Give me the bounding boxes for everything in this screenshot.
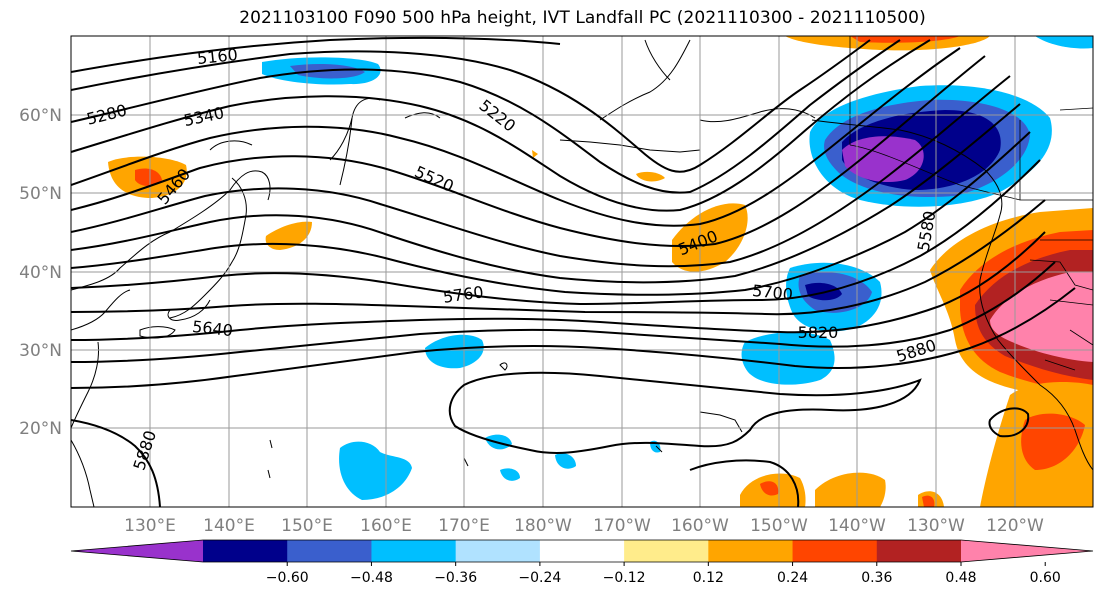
lat-label-20N: 20°N xyxy=(19,419,62,439)
colorbar-tick-label: 0.60 xyxy=(1030,570,1061,586)
lon-label: 160°W xyxy=(671,516,729,536)
colorbar-swatch xyxy=(624,540,709,562)
contour-label: 5700 xyxy=(751,281,793,304)
colorbar-swatch xyxy=(455,540,541,562)
colorbar-tick-label: −0.60 xyxy=(266,570,309,586)
latitude-labels: 60°N 50°N 40°N 30°N 20°N xyxy=(19,106,62,439)
colorbar-swatch xyxy=(876,540,962,562)
height-contours xyxy=(71,36,1076,507)
ivt-positive-shading xyxy=(108,36,1093,507)
longitude-labels: 130°E 140°E 150°E 160°E 170°E 180°W 170°… xyxy=(124,516,1044,536)
colorbar-tick-label: 0.48 xyxy=(945,570,976,586)
lon-label: 160°E xyxy=(360,516,412,536)
colorbar-swatch xyxy=(708,540,794,562)
colorbar-extend-low xyxy=(71,540,203,562)
colorbar: −0.60 −0.48 −0.36 −0.24 −0.12 0.12 0.24 0.36 0.4… xyxy=(70,539,1094,586)
contour-label: 5160 xyxy=(196,45,238,68)
colorbar-tick-label: 0.24 xyxy=(777,570,808,586)
contour-label: 5640 xyxy=(191,317,233,340)
colorbar-extend-high xyxy=(961,540,1093,562)
colorbar-tick-label: −0.48 xyxy=(350,570,393,586)
colorbar-tick-label: 0.12 xyxy=(693,570,724,586)
colorbar-swatch xyxy=(792,540,878,562)
colorbar-outline xyxy=(70,539,1094,563)
colorbar-swatch xyxy=(539,540,625,562)
gridlines xyxy=(71,36,1093,507)
lon-label: 140°W xyxy=(828,516,886,536)
lon-label: 180°W xyxy=(514,516,572,536)
lat-label-40N: 40°N xyxy=(19,263,62,283)
lat-label-60N: 60°N xyxy=(19,106,62,126)
colorbar-tick-label: −0.12 xyxy=(603,570,646,586)
lon-label: 130°W xyxy=(907,516,965,536)
lon-label: 150°E xyxy=(281,516,333,536)
colorbar-swatch xyxy=(287,540,372,562)
colorbar-tick-label: 0.36 xyxy=(861,570,892,586)
lat-label-50N: 50°N xyxy=(19,184,62,204)
map-panel: 5160 5280 5340 5220 5520 5460 5400 5580 … xyxy=(70,35,1094,508)
colorbar-swatch xyxy=(371,540,457,562)
colorbar-tick-label: −0.36 xyxy=(434,570,477,586)
lat-label-30N: 30°N xyxy=(19,341,62,361)
lon-label: 130°E xyxy=(124,516,176,536)
lon-label: 140°E xyxy=(203,516,255,536)
lon-label: 170°E xyxy=(438,516,490,536)
contour-label: 5820 xyxy=(798,323,839,342)
map-title: 2021103100 F090 500 hPa height, IVT Land… xyxy=(239,8,926,28)
lon-label: 120°W xyxy=(986,516,1044,536)
lon-label: 170°W xyxy=(593,516,651,536)
colorbar-swatch xyxy=(203,540,288,562)
lon-label: 150°W xyxy=(750,516,808,536)
colorbar-tick-label: −0.24 xyxy=(518,570,561,586)
